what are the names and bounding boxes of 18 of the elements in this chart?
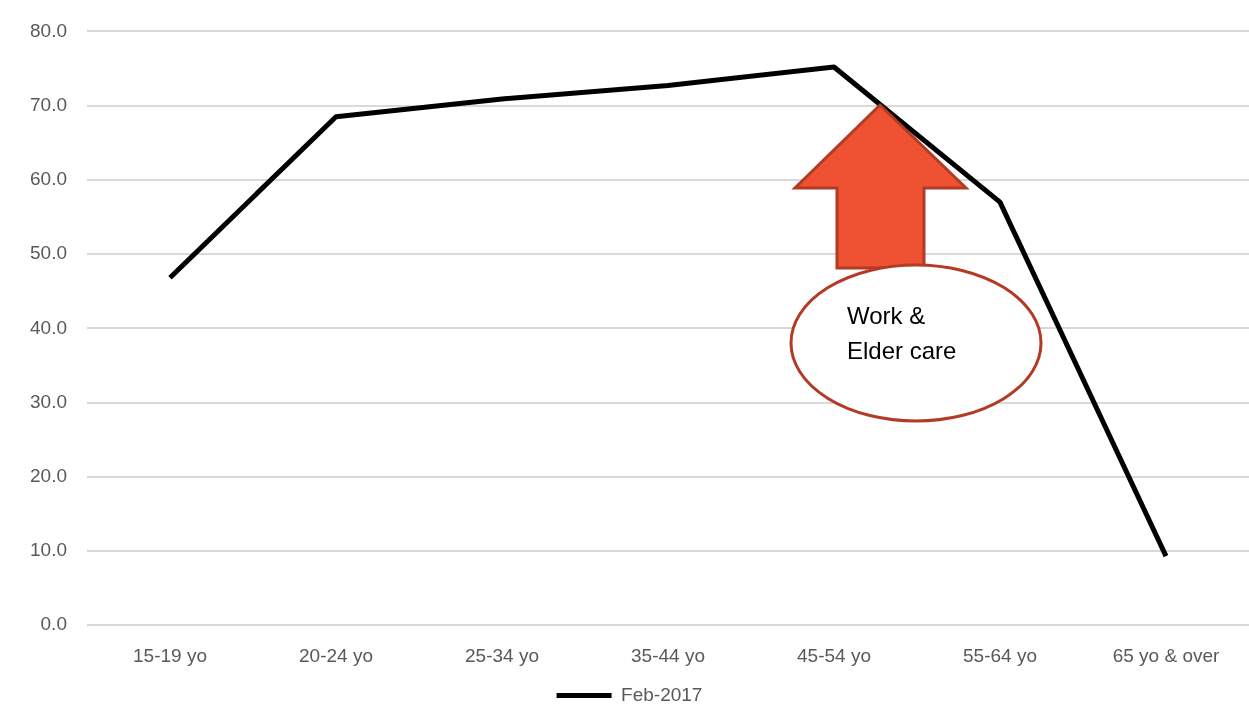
annotation: Work & Elder care bbox=[847, 301, 958, 366]
y-tick-label: 0.0 bbox=[40, 613, 67, 635]
x-tick-label: 35-44 yo bbox=[631, 644, 705, 666]
x-tick-label: 15-19 yo bbox=[133, 644, 207, 666]
y-tick-label: 20.0 bbox=[30, 464, 67, 486]
y-tick-label: 50.0 bbox=[30, 242, 67, 264]
y-tick-label: 70.0 bbox=[30, 93, 67, 115]
y-tick-label: 60.0 bbox=[30, 168, 67, 190]
x-tick-label: 65 yo & over bbox=[1112, 644, 1221, 666]
x-tick-label: 25-34 yo bbox=[465, 644, 539, 666]
x-tick-label: 55-64 yo bbox=[963, 644, 1037, 666]
y-tick-label: 40.0 bbox=[30, 316, 67, 338]
y-tick-label: 80.0 bbox=[30, 19, 67, 41]
y-tick-label: 30.0 bbox=[30, 390, 67, 412]
y-tick-label: 10.0 bbox=[30, 539, 67, 561]
x-tick-label: 20-24 yo bbox=[299, 644, 373, 666]
x-tick-label: 45-54 yo bbox=[797, 644, 871, 666]
legend-label: Feb-2017 bbox=[621, 683, 703, 705]
